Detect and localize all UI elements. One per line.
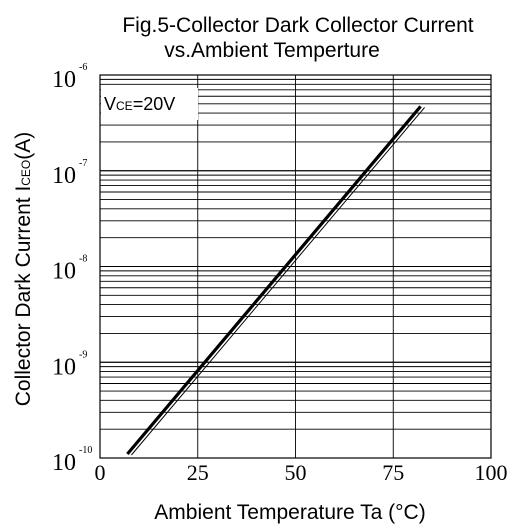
y-tick-exponent: -10 — [79, 445, 92, 456]
y-axis-label-unit: (A) — [12, 132, 35, 160]
series-line — [126, 105, 422, 456]
x-tick-label: 25 — [187, 460, 209, 485]
y-tick-exponent: -9 — [79, 349, 87, 360]
annotation-box — [101, 88, 198, 120]
annotation-sub: CE — [116, 99, 133, 113]
y-axis-label-sub: CEO — [19, 160, 33, 186]
chart-title-line1: Fig.5-Collector Dark Collector Current — [122, 14, 473, 37]
annotation-main: V — [104, 94, 116, 114]
plot-frame — [99, 74, 492, 459]
x-tick-label: 0 — [95, 460, 106, 485]
series-line-shadow — [131, 107, 425, 456]
y-tick-label: 10 — [52, 354, 76, 380]
chart-title-line2: vs.Ambient Temperture — [164, 39, 380, 62]
y-tick-label: 10 — [52, 259, 76, 285]
x-tick-labels: 0 25 50 75 100 — [95, 460, 508, 485]
y-tick-label: 10 — [52, 450, 76, 476]
y-tick-labels: 10-610-710-810-910-10 — [52, 62, 92, 476]
x-axis-label: Ambient Temperature Ta (°C) — [154, 501, 425, 524]
y-axis-label-main: Collector Dark Current I — [12, 186, 35, 407]
y-axis-label: Collector Dark Current ICEO(A) — [12, 132, 35, 407]
y-tick-label: 10 — [52, 67, 76, 93]
y-tick-exponent: -8 — [79, 254, 87, 265]
y-tick-label: 10 — [52, 163, 76, 189]
annotation-rest: =20V — [133, 94, 176, 114]
plot-border — [99, 74, 492, 459]
y-tick-exponent: -6 — [79, 62, 87, 73]
x-tick-label: 50 — [285, 460, 307, 485]
series-group — [126, 105, 425, 456]
annotation-label: VCE=20V — [104, 94, 175, 114]
x-tick-label: 100 — [475, 460, 508, 485]
x-tick-label: 75 — [382, 460, 404, 485]
grid — [99, 74, 492, 459]
y-tick-exponent: -7 — [79, 158, 87, 169]
